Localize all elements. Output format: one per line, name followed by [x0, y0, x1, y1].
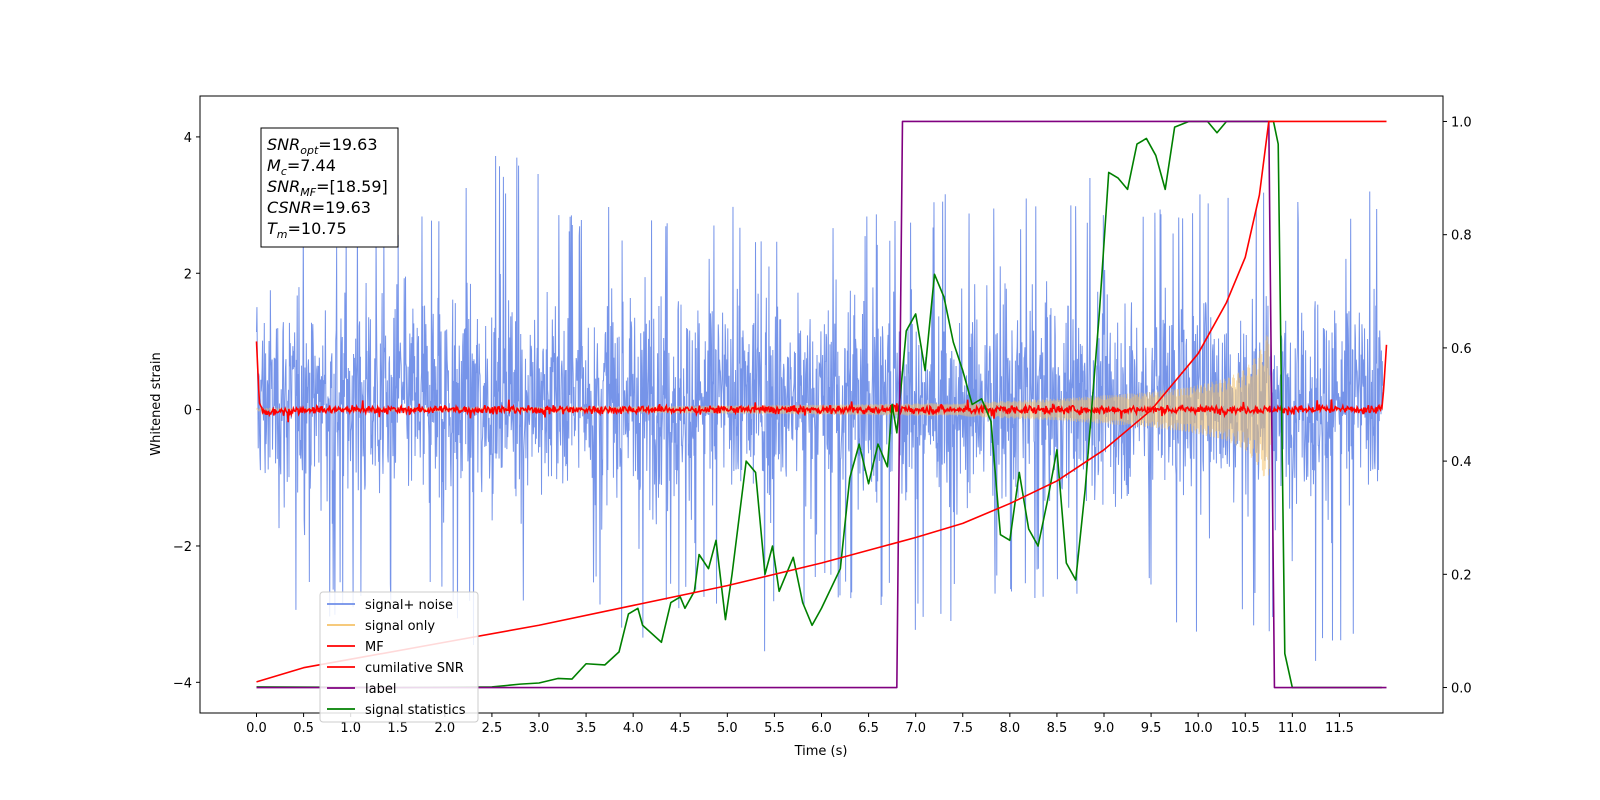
- x-tick-label: 4.5: [670, 721, 691, 736]
- y-axis-left: −4 −2 0 2 4: [173, 131, 200, 691]
- y-left-tick-label: 0: [184, 404, 192, 419]
- y-right-tick-label: 0.8: [1451, 229, 1472, 244]
- x-tick-label: 2.5: [482, 721, 503, 736]
- legend-entry: label: [365, 682, 396, 697]
- y-right-tick-label: 0.0: [1451, 682, 1472, 697]
- x-tick-label: 5.5: [764, 721, 785, 736]
- legend-entry: signal+ noise: [365, 598, 453, 613]
- x-tick-label: 6.5: [858, 721, 879, 736]
- x-tick-label: 10.0: [1184, 721, 1213, 736]
- x-tick-label: 8.5: [1047, 721, 1068, 736]
- annotation-line: SNRMF=[18.59]: [267, 177, 388, 199]
- x-tick-label: 11.5: [1325, 721, 1354, 736]
- legend-entry: MF: [365, 640, 384, 655]
- legend-entry: cumilative SNR: [365, 661, 464, 676]
- annotation-line: Tm=10.75: [267, 219, 347, 241]
- x-tick-label: 8.0: [999, 721, 1020, 736]
- y-right-tick-label: 0.2: [1451, 568, 1472, 583]
- x-tick-label: 5.0: [717, 721, 738, 736]
- x-axis: 0.0 0.5 1.0 1.5 2.0 2.5 3.0 3.5 4.0 4.5 5.0 5.5 6.0 6…: [246, 713, 1354, 736]
- series-label-line: [256, 120, 1387, 689]
- x-axis-label: Time (s): [794, 744, 848, 759]
- annotation-frame: [260, 127, 399, 248]
- legend: signal+ noise signal only MF cumilative SNR…: [319, 591, 479, 723]
- x-tick-label: 9.5: [1141, 721, 1162, 736]
- y-left-tick-label: 2: [184, 267, 192, 282]
- y-right-tick-label: 0.6: [1451, 342, 1472, 357]
- x-tick-label: 0.0: [246, 721, 267, 736]
- x-tick-label: 3.0: [529, 721, 550, 736]
- x-tick-label: 9.0: [1094, 721, 1115, 736]
- y-right-tick-label: 1.0: [1451, 115, 1472, 130]
- x-tick-label: 3.5: [576, 721, 597, 736]
- y-left-tick-label: −2: [173, 540, 192, 555]
- series-signal-statistics-line: [256, 120, 1382, 689]
- x-tick-label: 1.5: [387, 721, 408, 736]
- legend-entry: signal statistics: [365, 703, 466, 718]
- x-tick-label: 1.0: [340, 721, 361, 736]
- x-tick-label: 6.0: [811, 721, 832, 736]
- y-left-tick-label: −4: [173, 676, 192, 691]
- x-tick-label: 7.5: [952, 721, 973, 736]
- y-right-tick-label: 0.4: [1451, 455, 1472, 470]
- legend-entry: signal only: [365, 619, 435, 634]
- x-tick-label: 0.5: [293, 721, 314, 736]
- legend-frame: [319, 591, 479, 723]
- x-tick-label: 2.0: [434, 721, 455, 736]
- x-tick-label: 4.0: [623, 721, 644, 736]
- annotation-line: Mc=7.44: [267, 156, 336, 178]
- y-axis-right: 0.0 0.2 0.4 0.6 0.8 1.0: [1443, 115, 1472, 697]
- x-tick-label: 10.5: [1231, 721, 1260, 736]
- x-tick-label: 11.0: [1278, 721, 1307, 736]
- annotation-line: CSNR=19.63: [267, 198, 371, 217]
- y-axis-label: Whitened strain: [149, 352, 164, 455]
- series-mf-line: [255, 341, 1388, 423]
- y-left-tick-label: 4: [184, 131, 192, 146]
- x-tick-label: 7.0: [905, 721, 926, 736]
- annotation-line: SNRopt=19.63: [267, 135, 378, 157]
- stats-annotation: SNRopt=19.63Mc=7.44SNRMF=[18.59]CSNR=19.…: [260, 127, 399, 248]
